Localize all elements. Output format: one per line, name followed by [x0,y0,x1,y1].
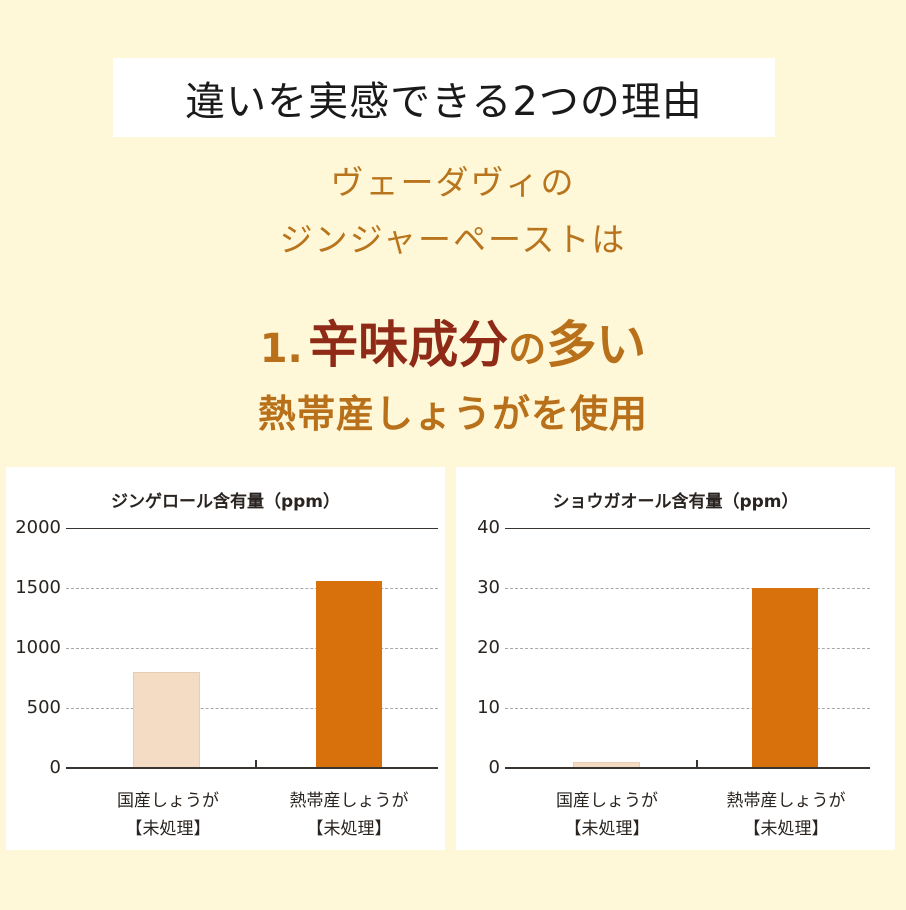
x-label-line: 【未処理】 [564,819,650,839]
y-tick-label: 500 [26,697,61,718]
headline-particle: の [508,327,547,371]
x-label-line: 【未処理】 [306,819,392,839]
headline-line-2: 熱帯産しょうがを使用 [257,392,648,436]
x-label-line: 国産しょうが [117,791,219,811]
x-axis [505,767,870,769]
subtitle-line-2: ジンジャーペーストは [279,220,627,259]
gridline [505,708,870,709]
headline-number: 1. [259,326,303,372]
x-label-line: 熱帯産しょうが [726,791,846,811]
x-label-domestic: 国産しょうが 【未処理】 [522,787,692,843]
gridline [66,708,438,709]
gridline [505,648,870,649]
y-tick-label: 1000 [15,637,61,658]
x-label-line: 熱帯産しょうが [289,791,409,811]
y-tick-label: 40 [477,517,500,538]
y-tick-label: 30 [477,577,500,598]
title-banner: 違いを実感できる2つの理由 [113,58,775,137]
x-label-line: 【未処理】 [125,819,211,839]
y-tick-label: 0 [49,757,61,778]
y-tick-label: 2000 [15,517,61,538]
y-tick-label: 10 [477,697,500,718]
gridline-top [66,528,438,529]
x-label-line: 【未処理】 [743,819,829,839]
gingerol-chart-title: ジンゲロール含有量（ppm） [110,492,341,512]
bar-tropical-shogaol [752,588,818,768]
y-tick-label: 20 [477,637,500,658]
gingerol-chart-panel: ジンゲロール含有量（ppm） 2000 1500 1000 500 0 国産しょ… [6,467,445,850]
subtitle-line-1: ヴェーダヴィの [330,163,576,202]
gridline-top [505,528,870,529]
bar-domestic-gingerol [133,672,200,768]
x-axis [66,767,438,769]
bar-tropical-gingerol [316,581,382,768]
headline: 1. 辛味成分の多い [0,305,906,377]
x-label-tropical: 熱帯産しょうが 【未処理】 [264,787,434,843]
x-label-domestic: 国産しょうが 【未処理】 [83,787,253,843]
gridline [66,648,438,649]
headline-highlight: 辛味成分 [308,316,509,374]
shogaol-chart-panel: ショウガオール含有量（ppm） 40 30 20 10 0 国産しょうが 【未処… [456,467,895,850]
y-tick-label: 0 [488,757,500,778]
gridline [505,588,870,589]
headline-rest: 多い [546,316,647,374]
gridline [66,588,438,589]
x-axis-tick [696,760,698,768]
x-axis-tick [255,760,257,768]
y-tick-label: 1500 [15,577,61,598]
page-title: 違いを実感できる2つの理由 [185,78,703,125]
x-label-line: 国産しょうが [556,791,658,811]
x-label-tropical: 熱帯産しょうが 【未処理】 [701,787,871,843]
shogaol-chart-title: ショウガオール含有量（ppm） [552,492,799,512]
